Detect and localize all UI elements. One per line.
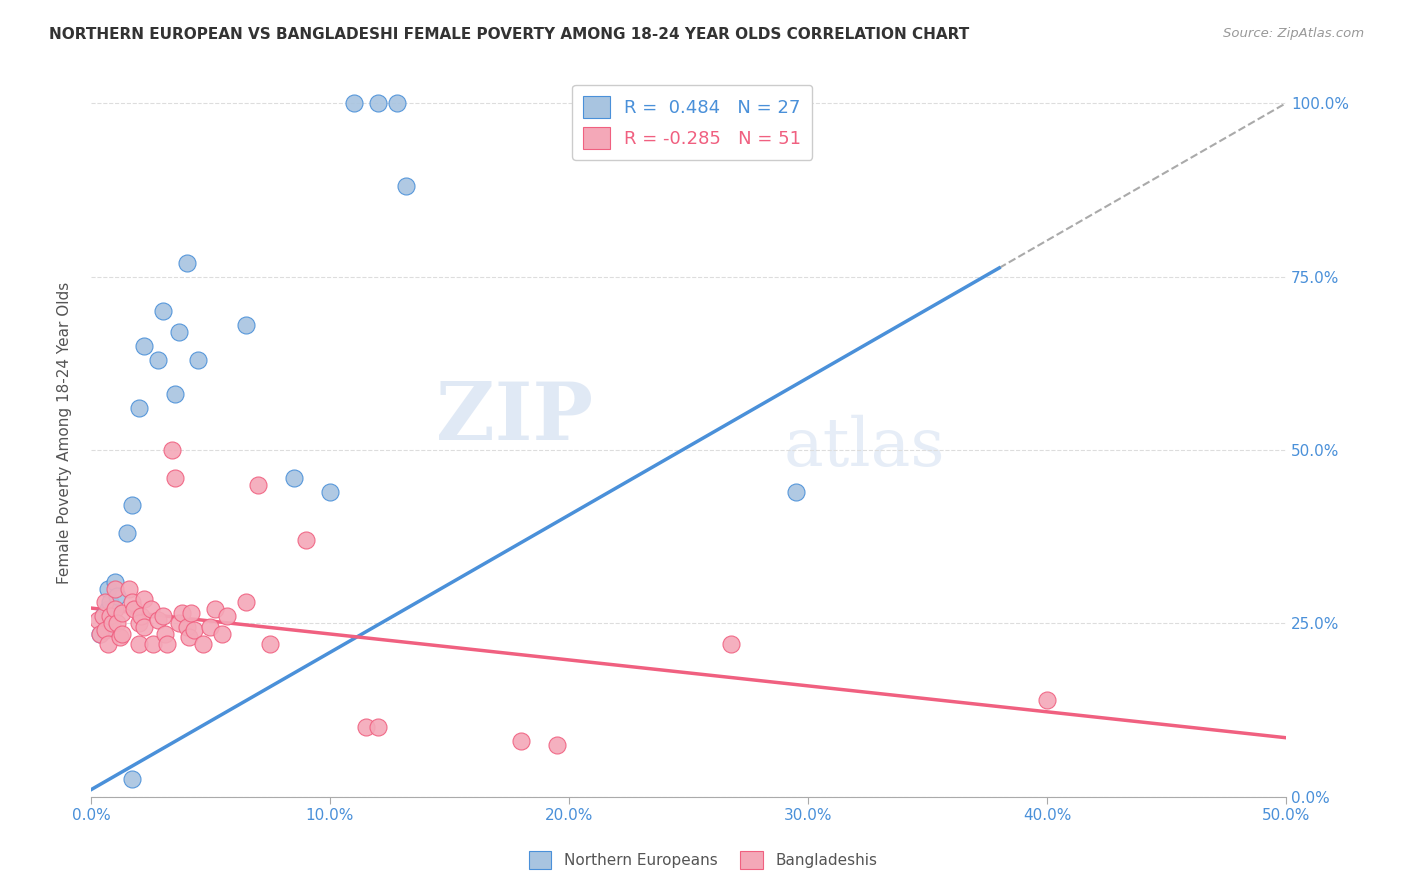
- Point: [546, 738, 568, 752]
- Point: [187, 352, 209, 367]
- Point: [101, 616, 124, 631]
- Point: [295, 533, 318, 547]
- Point: [354, 720, 377, 734]
- Text: NORTHERN EUROPEAN VS BANGLADESHI FEMALE POVERTY AMONG 18-24 YEAR OLDS CORRELATIO: NORTHERN EUROPEAN VS BANGLADESHI FEMALE …: [49, 27, 970, 42]
- Point: [98, 609, 121, 624]
- Point: [193, 637, 215, 651]
- Point: [128, 616, 150, 631]
- Point: [235, 318, 257, 332]
- Point: [89, 626, 111, 640]
- Point: [132, 339, 155, 353]
- Point: [211, 626, 233, 640]
- Point: [132, 592, 155, 607]
- Point: [121, 772, 143, 787]
- Point: [283, 471, 305, 485]
- Point: [785, 484, 807, 499]
- Point: [97, 637, 120, 651]
- Point: [87, 613, 110, 627]
- Point: [343, 96, 366, 111]
- Point: [177, 630, 200, 644]
- Point: [105, 616, 128, 631]
- Text: Source: ZipAtlas.com: Source: ZipAtlas.com: [1223, 27, 1364, 40]
- Text: ZIP: ZIP: [436, 379, 593, 457]
- Point: [104, 582, 127, 596]
- Point: [169, 616, 191, 631]
- Point: [132, 620, 155, 634]
- Point: [97, 602, 120, 616]
- Point: [146, 613, 169, 627]
- Point: [217, 609, 239, 624]
- Point: [720, 637, 742, 651]
- Point: [183, 624, 205, 638]
- Point: [128, 637, 150, 651]
- Point: [395, 179, 418, 194]
- Point: [319, 484, 342, 499]
- Point: [108, 630, 131, 644]
- Point: [91, 609, 114, 624]
- Y-axis label: Female Poverty Among 18-24 Year Olds: Female Poverty Among 18-24 Year Olds: [58, 282, 72, 583]
- Point: [104, 574, 127, 589]
- Point: [97, 582, 120, 596]
- Point: [180, 606, 202, 620]
- Point: [118, 582, 141, 596]
- Point: [160, 442, 183, 457]
- Point: [152, 609, 174, 624]
- Point: [128, 401, 150, 416]
- Point: [94, 624, 117, 638]
- Point: [367, 96, 389, 111]
- Point: [163, 387, 186, 401]
- Point: [204, 602, 226, 616]
- Point: [115, 526, 138, 541]
- Point: [104, 602, 127, 616]
- Point: [111, 606, 134, 620]
- Text: atlas: atlas: [785, 415, 946, 480]
- Point: [121, 499, 143, 513]
- Point: [169, 325, 191, 339]
- Point: [1036, 692, 1059, 706]
- Point: [156, 637, 179, 651]
- Legend: Northern Europeans, Bangladeshis: Northern Europeans, Bangladeshis: [523, 845, 883, 875]
- Point: [247, 477, 270, 491]
- Point: [139, 602, 162, 616]
- Point: [367, 720, 389, 734]
- Point: [200, 620, 222, 634]
- Point: [94, 624, 117, 638]
- Point: [259, 637, 281, 651]
- Point: [235, 595, 257, 609]
- Point: [111, 626, 134, 640]
- Point: [94, 595, 117, 609]
- Point: [163, 471, 186, 485]
- Point: [98, 595, 121, 609]
- Point: [146, 352, 169, 367]
- Point: [121, 595, 143, 609]
- Point: [170, 606, 193, 620]
- Point: [91, 609, 114, 624]
- Point: [153, 626, 176, 640]
- Point: [152, 304, 174, 318]
- Point: [510, 734, 533, 748]
- Point: [122, 602, 145, 616]
- Point: [385, 96, 408, 111]
- Point: [89, 626, 111, 640]
- Point: [105, 589, 128, 603]
- Point: [176, 620, 198, 634]
- Legend: R =  0.484   N = 27, R = -0.285   N = 51: R = 0.484 N = 27, R = -0.285 N = 51: [572, 85, 813, 160]
- Point: [142, 637, 165, 651]
- Point: [129, 609, 152, 624]
- Point: [176, 256, 198, 270]
